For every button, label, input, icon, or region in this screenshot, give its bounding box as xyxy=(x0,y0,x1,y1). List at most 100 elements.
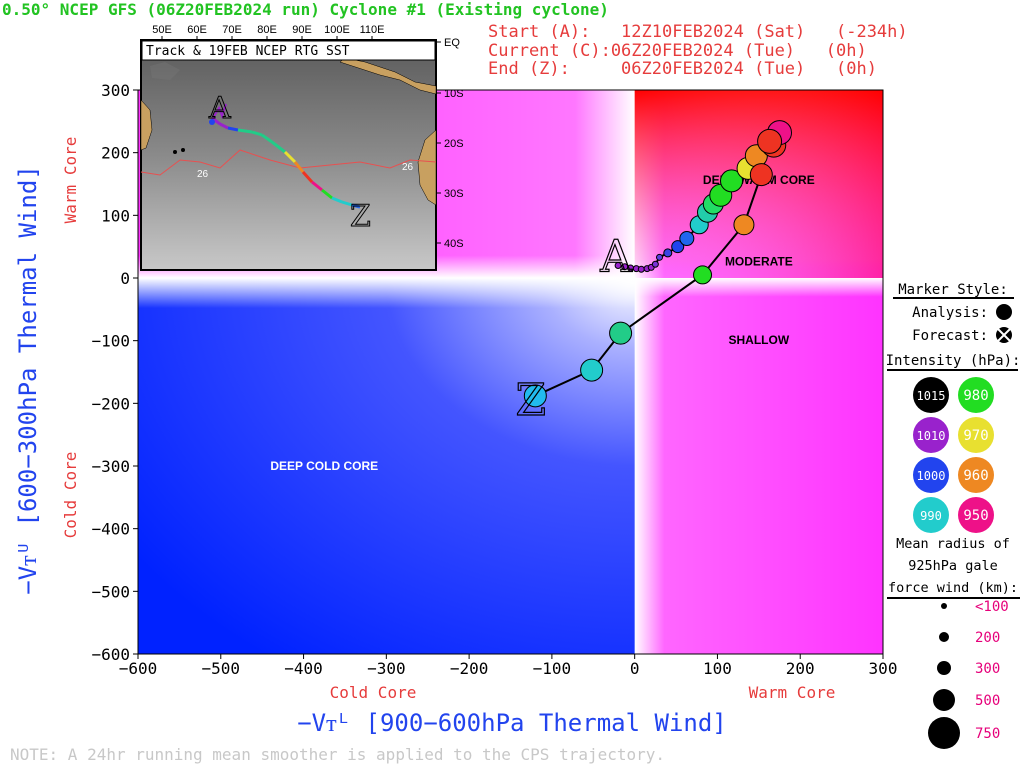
legend-intensity-swatch xyxy=(958,457,994,493)
trajectory-point xyxy=(651,260,659,268)
inset-lon-label: 90E xyxy=(292,24,312,36)
plot-frame xyxy=(137,89,884,655)
x-tick-label: −400 xyxy=(284,659,323,678)
y-tick-label: −600 xyxy=(91,645,130,664)
inset-lon-labels: 50E 60E 70E 80E 90E 100E 110E xyxy=(152,24,384,40)
x-axis-cold-core-label: Cold Core xyxy=(330,683,417,702)
legend-intensity-value: 980 xyxy=(963,388,988,404)
x-tick-label: 200 xyxy=(786,659,815,678)
trajectory: AZ xyxy=(515,120,793,427)
inset-title: Track & 19FEB NCEP RTG SST xyxy=(146,44,350,59)
inset-start-marker: A xyxy=(208,91,231,126)
trajectory-point xyxy=(693,265,713,285)
legend-radius-items: <100 200 300 500 750 xyxy=(928,599,1009,749)
inset-track-segment xyxy=(293,161,305,173)
current-time-line: Current (C):06Z20FEB2024 (Tue) (0h) xyxy=(488,41,867,61)
inset-track-segment xyxy=(219,122,229,130)
y-axis-title: −Vᴛᵁ [600−300hPa Thermal Wind] xyxy=(14,165,42,595)
y-tick-label: −300 xyxy=(91,457,130,476)
legend: Marker Style: Analysis: Forecast: Intens… xyxy=(886,282,1020,749)
x-tick-label: −100 xyxy=(533,659,572,678)
landmass-indonesia xyxy=(339,57,437,95)
trajectory-point xyxy=(663,248,673,258)
y-axis-cold-core-label: Cold Core xyxy=(61,452,80,539)
y-tick-label: −400 xyxy=(91,520,130,539)
trajectory-point xyxy=(614,261,622,269)
legend-intensity-swatch xyxy=(913,377,949,413)
x-tick-label: 300 xyxy=(869,659,898,678)
legend-intensity-items: 1015 980 1010 970 1000 960 990 950 xyxy=(913,377,994,533)
y-axis-ticks: 300 200 100 0 −100 −200 −300 −400 −500 −600 xyxy=(91,81,138,664)
inset-lon-label: 50E xyxy=(152,24,172,36)
inset-lat-label: 10S xyxy=(444,88,464,100)
trajectory-point xyxy=(671,240,685,254)
landmass-australia xyxy=(417,129,437,206)
legend-radius-marker xyxy=(941,603,947,609)
inset-track-segment xyxy=(351,203,361,209)
inset-track-segment xyxy=(311,180,323,192)
legend-intensity-value: 960 xyxy=(963,468,988,484)
legend-radius-marker xyxy=(939,632,949,642)
inset-lat-label: 30S xyxy=(444,188,464,200)
legend-intensity-value: 1015 xyxy=(917,389,946,403)
isotherm-label-left: 26 xyxy=(197,169,209,180)
ocean-shade xyxy=(150,62,180,80)
legend-analysis-label: Analysis: xyxy=(912,305,988,321)
inset-lat-label: 40S xyxy=(444,238,464,250)
legend-rule xyxy=(887,597,1020,599)
legend-intensity-value: 1010 xyxy=(917,429,946,443)
legend-forecast-label: Forecast: xyxy=(912,328,988,344)
trajectory-point xyxy=(720,169,744,193)
legend-radius-title-2: 925hPa gale xyxy=(908,558,997,574)
end-marker-label: Z xyxy=(516,375,547,426)
inset-lat-labels: EQ 10S 20S 30S 40S xyxy=(436,37,464,250)
legend-intensity-value: 970 xyxy=(963,428,988,444)
y-tick-label: 0 xyxy=(120,269,130,288)
quadrant-bottom-left-fade xyxy=(138,278,635,654)
inset-track xyxy=(209,103,361,209)
inset-title-box xyxy=(141,40,436,61)
trajectory-point xyxy=(637,265,645,273)
region-label-deep-cold-core: DEEP COLD CORE xyxy=(270,459,378,473)
legend-radius-value: 500 xyxy=(975,693,1000,709)
x-tick-label: −200 xyxy=(450,659,489,678)
trajectory-point xyxy=(679,231,695,247)
legend-radius-marker xyxy=(928,717,960,749)
legend-intensity-swatch xyxy=(913,497,949,533)
inset-track-segment xyxy=(271,140,286,154)
x-tick-label: 100 xyxy=(703,659,732,678)
y-tick-label: −500 xyxy=(91,582,130,601)
end-time-line: End (Z): 06Z20FEB2024 (Tue) (0h) xyxy=(488,59,877,79)
island xyxy=(181,148,185,152)
note-text: NOTE: A 24hr running mean smoother is ap… xyxy=(10,745,665,764)
legend-radius-title-3: force wind (km): xyxy=(888,580,1018,596)
legend-intensity-value: 990 xyxy=(920,509,942,523)
trajectory-point xyxy=(749,163,773,187)
inset-track-segment xyxy=(321,188,333,200)
legend-radius-value: 200 xyxy=(975,630,1000,646)
legend-rule xyxy=(893,297,1014,299)
inset-lat-label: EQ xyxy=(444,37,460,49)
inset-lon-label: 80E xyxy=(257,24,277,36)
landmass-madagascar xyxy=(140,99,153,151)
inset-lat-label: 20S xyxy=(444,138,464,150)
legend-intensity-swatch xyxy=(913,457,949,493)
start-time-line: Start (A): 12Z10FEB2024 (Sat) (-234h) xyxy=(488,22,908,42)
x-tick-label: −600 xyxy=(119,659,158,678)
inset-track-segment xyxy=(227,126,239,132)
inset-track-segment xyxy=(331,196,343,204)
legend-rule xyxy=(887,369,1018,371)
x-tick-label: 0 xyxy=(630,659,640,678)
legend-radius-marker xyxy=(937,661,951,675)
region-label-shallow: SHALLOW xyxy=(729,333,790,347)
legend-intensity-swatch xyxy=(958,377,994,413)
legend-analysis-marker xyxy=(996,304,1012,320)
y-tick-label: 200 xyxy=(101,144,130,163)
isotherm-label-right: 26 xyxy=(402,162,414,173)
island xyxy=(173,150,177,154)
x-axis-ticks: −600 −500 −400 −300 −200 −100 0 100 200 300 xyxy=(119,654,898,678)
y-tick-label: 300 xyxy=(101,81,130,100)
trajectory-point xyxy=(733,214,755,236)
